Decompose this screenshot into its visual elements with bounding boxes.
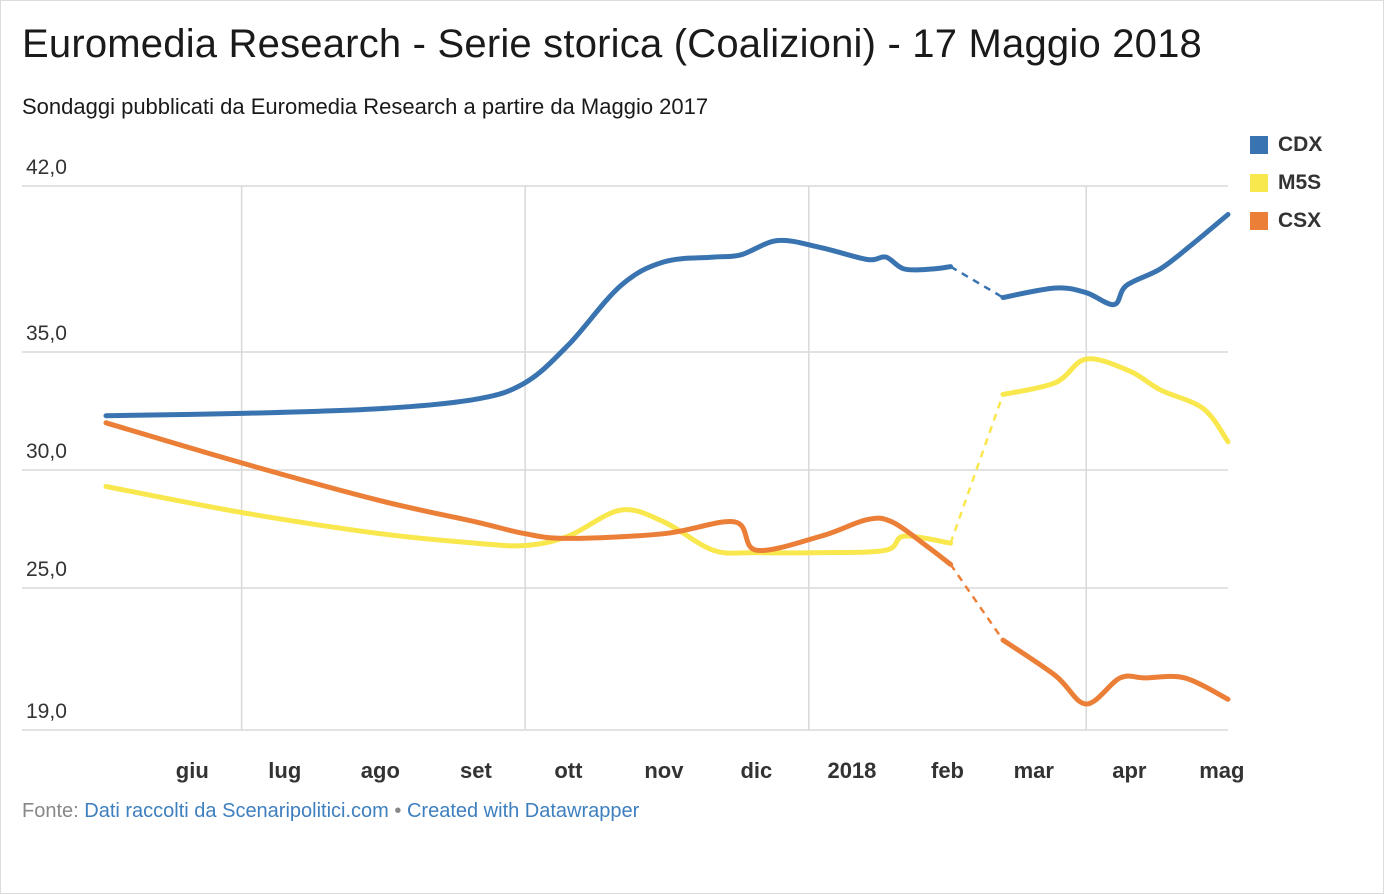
x-tick-label: mar — [1014, 758, 1055, 783]
series-line-m5s — [103, 484, 954, 556]
series-line-cdx — [1000, 212, 1231, 308]
chart-title: Euromedia Research - Serie storica (Coal… — [22, 22, 1203, 66]
legend-label-csx: CSX — [1278, 209, 1322, 232]
datawrapper-link[interactable]: Created with Datawrapper — [406, 800, 640, 822]
series-gap-cdx — [949, 265, 1004, 299]
legend-label-m5s: M5S — [1278, 171, 1322, 194]
x-tick-label: nov — [644, 758, 684, 783]
legend-item-csx: CSX — [1250, 202, 1322, 240]
legend-item-cdx: CDX — [1250, 126, 1322, 164]
y-tick-label: 25,0 — [26, 558, 67, 581]
footer-prefix: Fonte: — [22, 800, 79, 822]
chart-footer: Fonte: Dati raccolti da Scenaripolitici.… — [22, 800, 639, 823]
x-tick-label: apr — [1112, 758, 1147, 783]
x-tick-label: 2018 — [827, 758, 876, 783]
chart-subtitle: Sondaggi pubblicati da Euromedia Researc… — [22, 94, 709, 119]
series-line-csx — [103, 420, 954, 567]
y-tick-label: 19,0 — [26, 700, 67, 723]
source-link[interactable]: Dati raccolti da Scenaripolitici.com — [84, 800, 389, 822]
y-tick-label: 35,0 — [26, 322, 67, 345]
legend-item-m5s: M5S — [1250, 164, 1322, 202]
x-tick-label: dic — [740, 758, 772, 783]
series-line-cdx — [103, 237, 954, 419]
footer-separator: • — [394, 800, 402, 822]
x-tick-label: ago — [361, 758, 400, 783]
legend-swatch-cdx — [1250, 136, 1268, 154]
series-line-m5s — [1000, 356, 1231, 445]
x-tick-label: giu — [176, 758, 209, 783]
x-tick-label: ott — [554, 758, 583, 783]
y-tick-label: 42,0 — [26, 156, 67, 179]
x-tick-label: set — [460, 758, 492, 783]
series-line-csx — [1000, 637, 1231, 707]
chart-legend: CDX M5S CSX — [1250, 126, 1322, 240]
legend-label-cdx: CDX — [1278, 133, 1323, 156]
legend-swatch-csx — [1250, 212, 1268, 230]
series-gap-csx — [949, 563, 1005, 641]
x-tick-label: lug — [268, 758, 301, 783]
x-tick-label: mag — [1199, 758, 1244, 783]
series-gap-m5s — [949, 394, 1005, 544]
legend-swatch-m5s — [1250, 174, 1268, 192]
y-tick-label: 30,0 — [26, 440, 67, 463]
x-tick-label: feb — [931, 758, 964, 783]
